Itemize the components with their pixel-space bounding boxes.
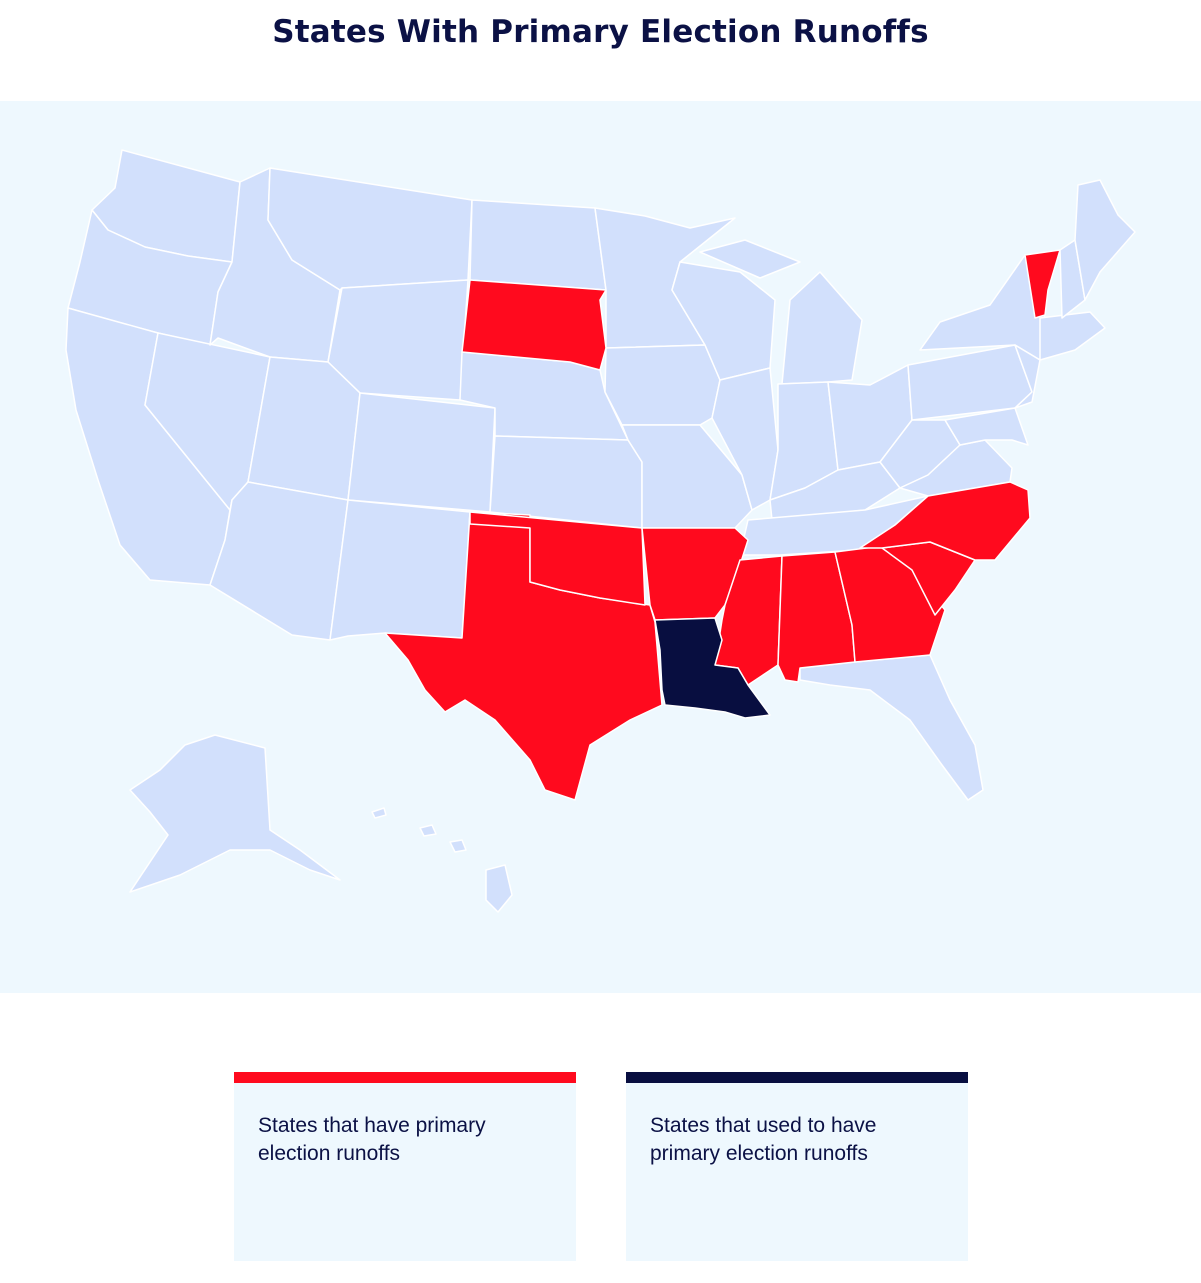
state-new-england (1039, 311, 1106, 361)
state-new-mexico (329, 499, 471, 641)
state-hawaii (371, 807, 513, 913)
state-louisiana (654, 617, 771, 719)
us-map (65, 149, 1136, 913)
state-oklahoma (469, 511, 646, 606)
state-colorado (347, 392, 496, 513)
legend-color-bar-red (234, 1072, 576, 1083)
state-vermont (1024, 249, 1061, 319)
state-north-carolina (859, 481, 1031, 561)
legend-color-bar-navy (626, 1072, 968, 1083)
legend-label: States that used to have primary electio… (650, 1114, 877, 1165)
state-north-dakota (469, 199, 607, 291)
state-illinois (711, 367, 779, 511)
legend-item-have-runoffs: States that have primary election runoff… (234, 1072, 576, 1261)
state-south-dakota (461, 279, 607, 371)
state-wyoming (327, 279, 469, 401)
state-new-jersey (1014, 344, 1041, 409)
state-arizona (209, 481, 349, 641)
legend-item-used-to-have-runoffs: States that used to have primary electio… (626, 1072, 968, 1261)
states-formerly-with-runoffs (654, 617, 771, 719)
state-florida (799, 654, 984, 801)
state-alaska (129, 734, 341, 893)
legend-label: States that have primary election runoff… (258, 1114, 486, 1165)
map-panel (0, 101, 1201, 993)
other-states (65, 149, 1136, 913)
map-title: States With Primary Election Runoffs (272, 14, 929, 50)
state-maine (1074, 179, 1136, 301)
state-new-york (919, 254, 1046, 361)
state-iowa (604, 344, 721, 426)
states-with-runoffs (384, 249, 1061, 801)
